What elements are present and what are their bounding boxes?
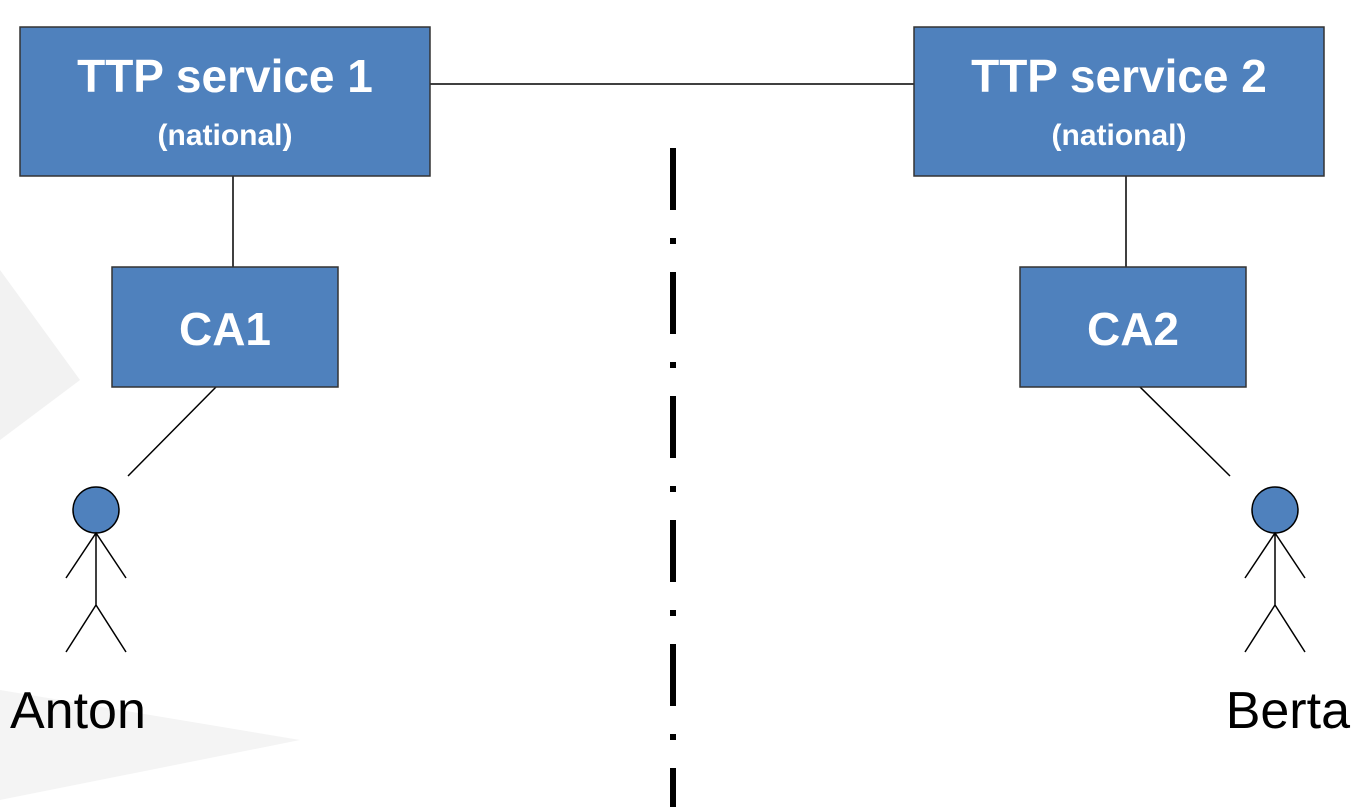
ttp-box [19,26,431,177]
box-sublabel: (national) [1052,119,1187,152]
person-label: Berta [1226,682,1350,740]
box-label: CA2 [1087,303,1179,355]
person-icon [65,486,127,653]
background-shape [0,690,300,800]
ca-box [111,266,339,388]
box-label: CA1 [179,303,271,355]
person-label: Anton [10,682,146,740]
ca-box [1019,266,1247,388]
link [127,386,217,477]
box-label: TTP service 1 [77,50,373,102]
person-icon [1244,486,1306,653]
box-label: TTP service 2 [971,50,1267,102]
background-shape [0,270,80,440]
link [1139,386,1231,477]
box-sublabel: (national) [158,119,293,152]
ttp-box [913,26,1325,177]
